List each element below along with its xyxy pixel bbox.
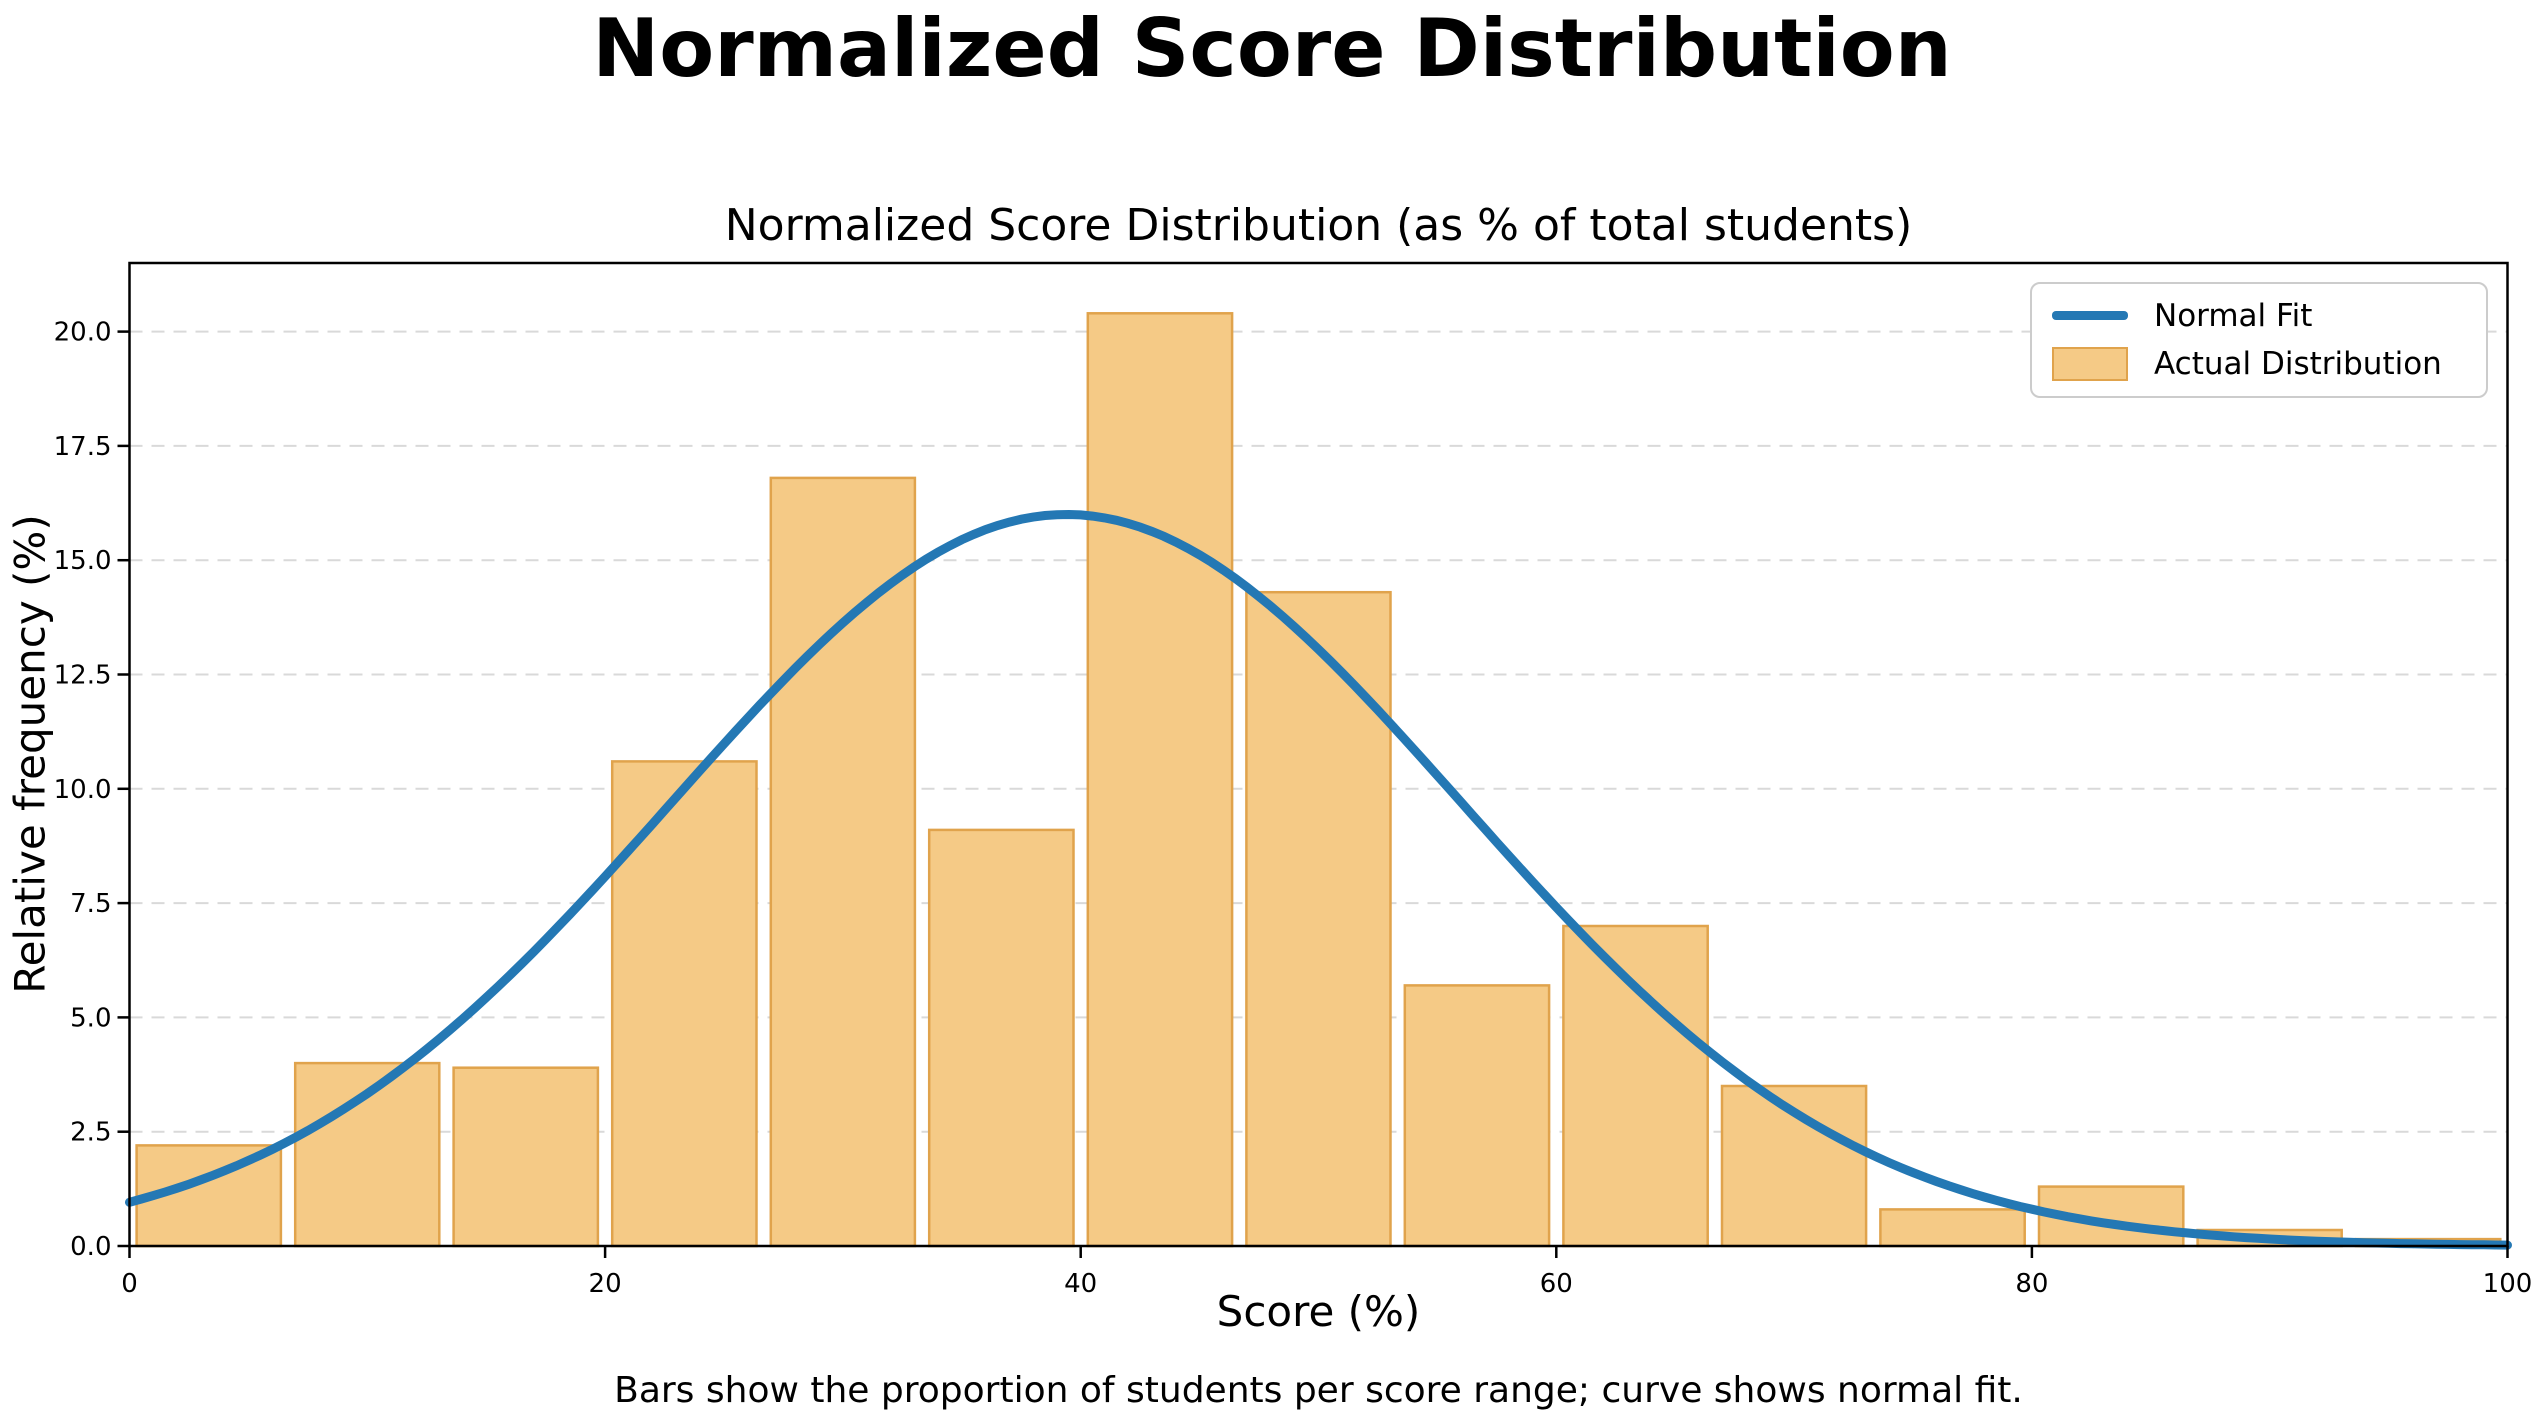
x-axis-label: Score (%)	[1216, 1287, 1421, 1336]
y-tick-label: 10.0	[54, 775, 112, 805]
x-tick-label: 80	[2015, 1269, 2048, 1299]
figure-caption: Bars show the proportion of students per…	[614, 1370, 2023, 1411]
y-tick-label: 2.5	[70, 1118, 111, 1148]
y-tick-label: 0.0	[70, 1232, 111, 1262]
y-tick-label: 12.5	[54, 661, 112, 691]
figure-title: Normalized Score Distribution	[592, 2, 1952, 95]
y-tick-label: 17.5	[54, 432, 112, 462]
histogram-bar	[769, 476, 917, 1248]
histogram-bar	[610, 760, 758, 1248]
y-tick-label: 7.5	[70, 889, 111, 919]
x-tick-label: 40	[1064, 1269, 1097, 1299]
histogram-bar	[1086, 312, 1234, 1248]
legend-label-normal-fit: Normal Fit	[2154, 297, 2313, 334]
x-tick-label: 0	[121, 1269, 138, 1299]
x-tick-label: 100	[2483, 1269, 2533, 1299]
histogram-bar	[1879, 1208, 2026, 1248]
normal-fit-line-swatch	[2052, 311, 2128, 321]
histogram-bar	[1562, 924, 1709, 1248]
axes-title: Normalized Score Distribution (as % of t…	[724, 200, 1913, 251]
x-tick-label: 20	[589, 1269, 622, 1299]
y-tick-label: 20.0	[54, 318, 112, 348]
axes-frame	[128, 261, 2509, 1248]
normal-fit-curve	[125, 509, 2512, 1250]
x-tick-label: 60	[1540, 1269, 1573, 1299]
legend-entry-normal-fit: Normal Fit	[2052, 299, 2486, 333]
legend: Normal Fit Actual Distribution	[2030, 282, 2488, 398]
legend-entry-actual-distribution: Actual Distribution	[2052, 346, 2486, 383]
y-tick-label: 15.0	[54, 546, 112, 576]
legend-label-actual-distribution: Actual Distribution	[2154, 346, 2442, 383]
y-tick-label: 5.0	[70, 1003, 111, 1033]
actual-distribution-patch-swatch	[2052, 347, 2128, 382]
histogram-bar	[1403, 984, 1551, 1248]
histogram-bar	[452, 1066, 600, 1248]
histogram-bar	[1245, 590, 1392, 1248]
histogram-bar	[927, 828, 1075, 1248]
